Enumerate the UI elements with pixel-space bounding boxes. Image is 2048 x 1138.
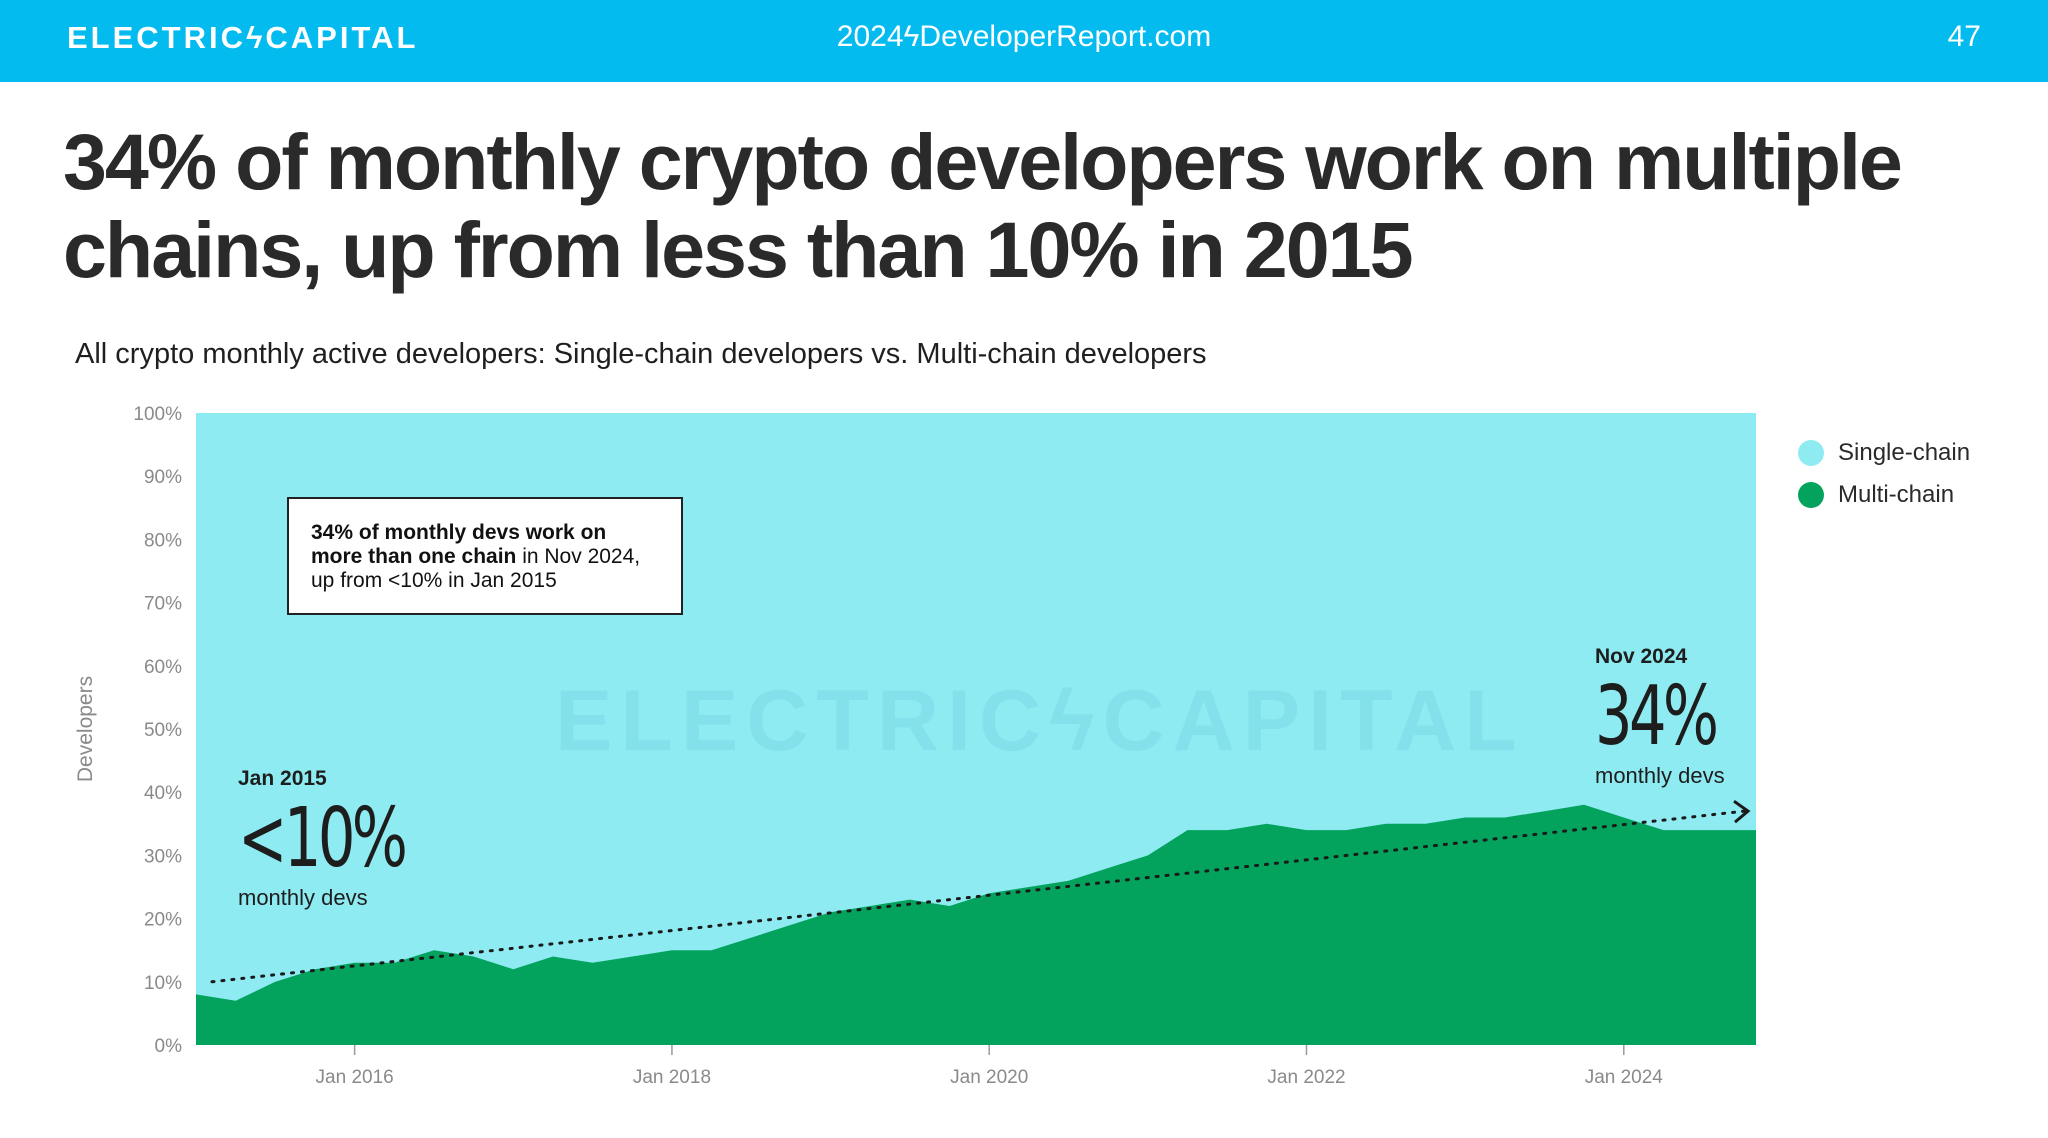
legend-label-single-chain: Single-chain (1838, 439, 1971, 466)
x-tick-label: Jan 2020 (950, 1067, 1028, 1088)
brand-logo: ELECTRICϟCAPITAL (67, 20, 419, 55)
multi-chain-area (196, 804, 1756, 1045)
site-url[interactable]: 2024ϟDeveloperReport.com (836, 20, 1212, 53)
y-tick-label: 10% (144, 973, 182, 994)
y-tick-label: 20% (144, 910, 182, 931)
legend-swatch-single-chain (1798, 440, 1824, 466)
callout-start-value: <10% (238, 791, 408, 886)
y-tick-label: 70% (144, 594, 182, 615)
y-tick-label: 40% (144, 783, 182, 804)
callout-end-date: Nov 2024 (1595, 645, 1688, 668)
annotation-box: 34% of monthly devs work on more than on… (287, 497, 683, 615)
annotation-bold: 34% of monthly devs work on more than on… (311, 521, 607, 568)
x-tick-label: Jan 2018 (633, 1067, 711, 1088)
y-tick-label: 50% (144, 720, 182, 741)
callout-start: Jan 2015 <10% monthly devs (238, 767, 469, 911)
legend-label-multi-chain: Multi-chain (1838, 481, 1955, 508)
y-tick-label: 100% (133, 404, 182, 425)
x-tick-label: Jan 2022 (1267, 1067, 1345, 1088)
legend-item-single-chain[interactable]: Single-chain (1798, 432, 1970, 474)
chart-title: All crypto monthly active developers: Si… (75, 338, 1207, 370)
y-axis-label: Developers (74, 676, 97, 782)
trendline-arrowhead (1733, 799, 1751, 824)
callout-start-date: Jan 2015 (238, 767, 327, 790)
callout-start-unit: monthly devs (238, 885, 368, 910)
trendline (210, 809, 1746, 984)
watermark: ELECTRICϟCAPITAL (555, 673, 1525, 769)
y-tick-label: 80% (144, 530, 182, 551)
chart-legend: Single-chain Multi-chain (1798, 432, 1970, 516)
header-bar: ELECTRICϟCAPITAL 2024ϟDeveloperReport.co… (0, 0, 2048, 82)
y-tick-label: 30% (144, 846, 182, 867)
legend-item-multi-chain[interactable]: Multi-chain (1798, 474, 1970, 516)
y-tick-label: 60% (144, 657, 182, 678)
x-tick-label: Jan 2016 (316, 1067, 394, 1088)
page-title: 34% of monthly crypto developers work on… (63, 117, 1903, 294)
annotation-text: in Nov 2024, up from <10% in Jan 2015 (311, 545, 641, 592)
y-tick-label: 90% (144, 467, 182, 488)
callout-end: Nov 2024 34% monthly devs (1595, 645, 1762, 789)
x-tick-label: Jan 2024 (1585, 1067, 1664, 1088)
legend-swatch-multi-chain (1798, 482, 1824, 508)
y-tick-label: 0% (155, 1036, 183, 1057)
callout-end-unit: monthly devs (1595, 763, 1725, 788)
page-number: 47 (1947, 20, 1981, 53)
callout-end-value: 34% (1595, 669, 1719, 764)
